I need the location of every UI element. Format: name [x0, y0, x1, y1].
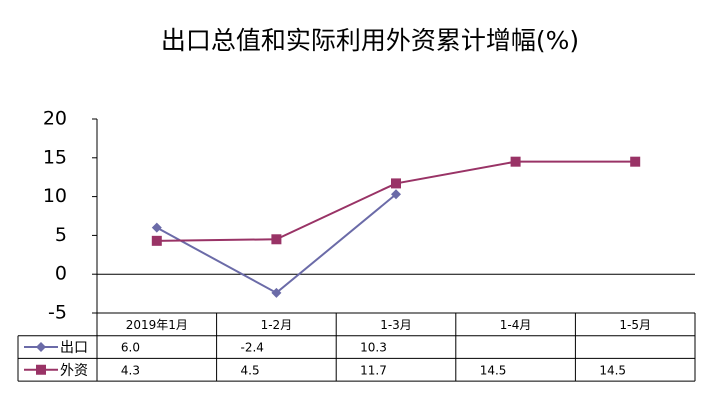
value-label: 6.0	[121, 341, 140, 355]
y-tick-label: -5	[48, 302, 67, 324]
x-tick-label: 1-3月	[380, 318, 412, 332]
chart-title: 出口总值和实际利用外资累计增幅(%)	[161, 26, 579, 55]
data-point	[271, 234, 282, 245]
data-point	[151, 235, 162, 246]
data-point	[630, 156, 641, 167]
data-point	[510, 156, 521, 167]
legend-label: 外资	[60, 363, 88, 379]
data-point	[151, 222, 162, 233]
x-tick-label: 1-4月	[500, 318, 532, 332]
x-tick-label: 2019年1月	[126, 318, 188, 332]
y-tick-label: 20	[43, 108, 67, 130]
legend-marker	[36, 342, 46, 353]
y-tick-label: 5	[55, 224, 67, 246]
value-label: 4.3	[121, 363, 140, 377]
value-label: 11.7	[360, 363, 387, 377]
x-tick-label: 1-5月	[619, 318, 651, 332]
value-label: -2.4	[241, 341, 264, 355]
y-tick-label: 0	[55, 263, 67, 285]
data-point	[391, 178, 401, 189]
value-label: 4.5	[241, 363, 260, 377]
value-label: 10.3	[360, 341, 387, 355]
data-point	[391, 189, 401, 200]
x-tick-label: 1-2月	[261, 318, 293, 332]
legend-label: 出口	[60, 340, 88, 356]
data-point	[271, 287, 282, 298]
value-label: 14.5	[599, 363, 626, 377]
y-tick-label: 10	[43, 185, 67, 207]
legend-marker	[36, 364, 46, 375]
series-line	[156, 160, 636, 242]
value-label: 14.5	[480, 363, 507, 377]
y-tick-label: 15	[43, 146, 67, 168]
